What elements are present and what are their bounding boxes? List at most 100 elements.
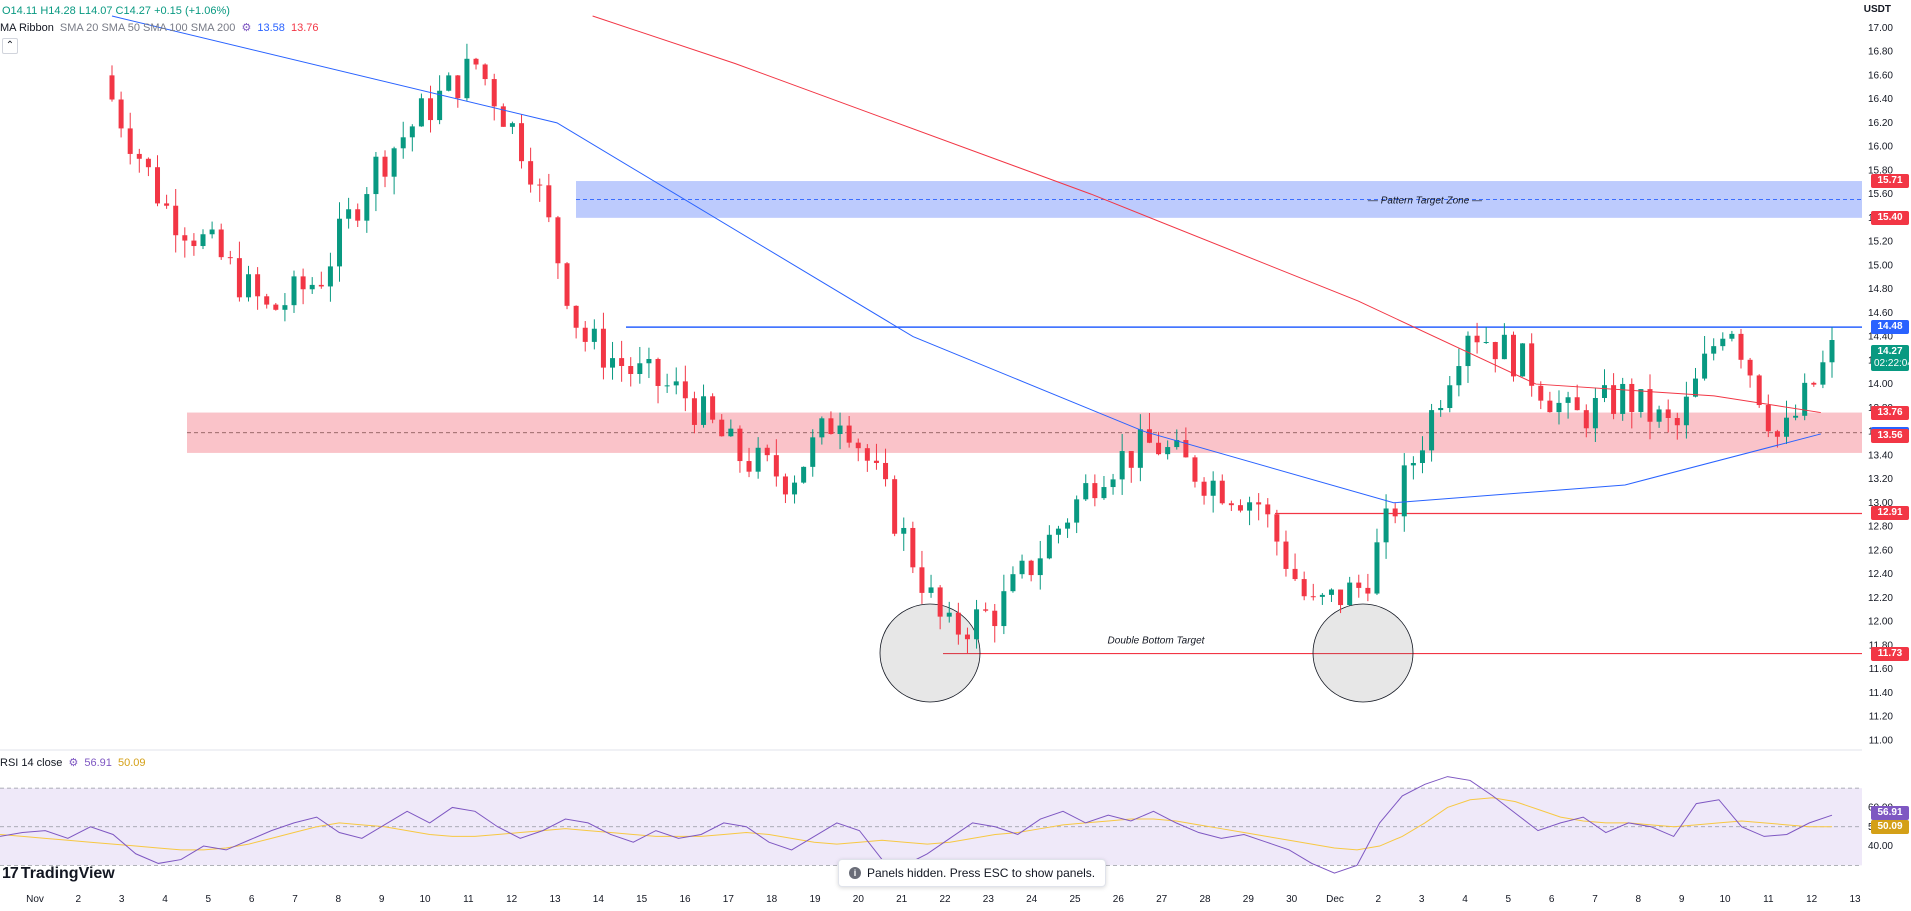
candle-down (1574, 397, 1580, 411)
candle-down (1301, 579, 1307, 597)
candle-down (937, 587, 943, 617)
candle-up (1401, 465, 1407, 517)
candle-down (482, 64, 488, 80)
price-tick-label: 16.60 (1868, 70, 1893, 81)
time-tick-label: 8 (336, 894, 342, 905)
candle-up (1065, 522, 1071, 529)
candle-up (327, 266, 333, 287)
rsi-legend[interactable]: RSI 14 close ⚙ 56.91 50.09 (0, 756, 149, 769)
ma-value-red: 13.76 (290, 22, 319, 34)
time-tick-label: 24 (1026, 894, 1038, 905)
price-tick-label: 12.20 (1868, 593, 1893, 604)
ma-ribbon-legend[interactable]: MA Ribbon SMA 20 SMA 50 SMA 100 SMA 200 … (0, 21, 322, 34)
double-bottom-circle-1 (879, 603, 981, 703)
candle-down (619, 358, 625, 367)
symbol-legend: O14.11 H14.28 L14.07 C14.27 +0.15 (+1.06… (2, 5, 233, 17)
candle-up (1802, 382, 1808, 416)
candle-down (1356, 582, 1362, 588)
candle-down (737, 428, 743, 462)
sma-red-line (592, 15, 1821, 414)
time-tick-label: 19 (809, 894, 821, 905)
candle-down (1028, 560, 1034, 576)
candle-down (919, 567, 925, 593)
price-tick-label: 11.20 (1869, 712, 1894, 723)
candle-down (118, 99, 124, 129)
price-label-pill: 11.73 (1871, 646, 1909, 661)
rsi-ma-line (0, 797, 1832, 851)
settings-icon[interactable]: ⚙ (241, 22, 252, 34)
price-tick-label: 11.80 (1869, 640, 1894, 651)
candle-down (1529, 343, 1535, 386)
double-bottom-circle-2 (1312, 603, 1414, 703)
time-tick-label: 14 (593, 894, 605, 905)
candle-down (1665, 409, 1671, 418)
candle-down (710, 396, 716, 420)
candle-down (883, 462, 889, 480)
price-tick-label: 13.00 (1868, 498, 1893, 509)
candle-down (1583, 410, 1589, 429)
candle-up (1465, 335, 1471, 367)
candle-down (236, 258, 242, 298)
candle-down (1274, 514, 1280, 542)
time-tick-label: 11 (1763, 894, 1774, 905)
time-tick-label: 22 (939, 894, 951, 905)
candle-down (873, 460, 879, 463)
candle-down (519, 123, 525, 162)
candle-up (1083, 483, 1089, 500)
candle-up (1520, 343, 1526, 377)
sma-blue-line (111, 15, 1821, 504)
candle-down (1237, 505, 1243, 511)
candle-up (1556, 402, 1562, 413)
candle-up (701, 396, 707, 425)
time-tick-label: 30 (1286, 894, 1298, 905)
candle-up (673, 381, 679, 386)
time-tick-label: Nov (26, 894, 44, 905)
time-tick-label: 5 (1506, 894, 1512, 905)
candle-up (1001, 591, 1007, 627)
time-tick-label: 6 (249, 894, 255, 905)
candle-down (145, 158, 151, 168)
candle-up (1319, 594, 1325, 597)
candle-down (382, 156, 388, 177)
time-tick-label: 13 (549, 894, 561, 905)
candle-up (1101, 487, 1107, 499)
candle-up (1137, 429, 1143, 468)
price-tick-label: 12.80 (1868, 522, 1893, 533)
candle-down (555, 217, 561, 264)
collapse-legend-icon[interactable]: ⌃ (2, 38, 18, 54)
candle-down (582, 327, 588, 342)
candle-down (628, 366, 634, 374)
candle-up (509, 123, 515, 127)
time-tick-label: 12 (1806, 894, 1818, 905)
candle-up (1010, 574, 1016, 592)
candle-up (200, 234, 206, 247)
candle-down (1756, 375, 1762, 406)
rsi-label: RSI 14 close (0, 757, 63, 769)
candle-down (855, 442, 861, 449)
candle-down (1611, 385, 1617, 414)
candle-up (728, 428, 734, 437)
price-tick-label: 14.80 (1868, 284, 1893, 295)
candle-up (1793, 415, 1799, 418)
price-label-pill: 12.91 (1871, 506, 1909, 521)
rsi-settings-icon[interactable]: ⚙ (68, 757, 79, 769)
candle-down (1201, 481, 1207, 496)
ma-ribbon-label: MA Ribbon (0, 22, 54, 34)
candle-up (819, 418, 825, 438)
candle-up (1720, 338, 1726, 347)
currency-label[interactable]: USDT (1863, 4, 1891, 15)
tradingview-logo-icon: 17 (2, 865, 19, 882)
candle-up (1110, 479, 1116, 488)
candle-up (418, 98, 424, 127)
candle-down (155, 167, 161, 204)
tradingview-logo: 17 TradingView (2, 865, 115, 883)
candle-down (764, 447, 770, 456)
candle-up (1702, 353, 1708, 379)
countdown-label: 02:22:04 (1874, 358, 1911, 369)
candle-down (428, 98, 434, 121)
candle-up (928, 587, 934, 593)
time-tick-label: 5 (206, 894, 212, 905)
candle-up (591, 328, 597, 342)
candle-down (1738, 333, 1744, 360)
